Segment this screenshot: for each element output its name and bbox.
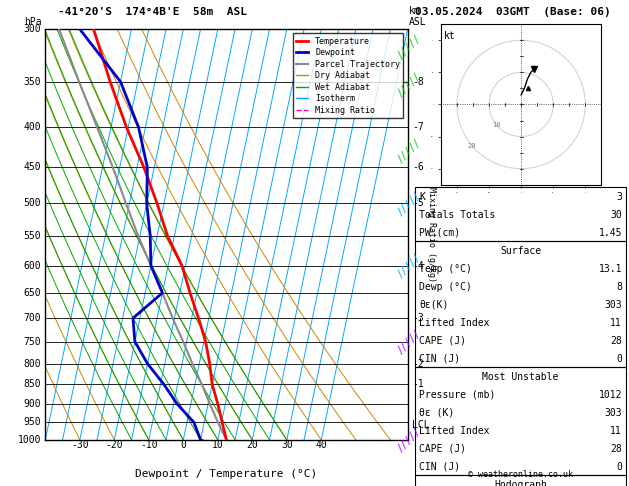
Text: Surface: Surface bbox=[500, 246, 541, 256]
Text: 0: 0 bbox=[181, 440, 186, 450]
Text: /////: ///// bbox=[396, 33, 423, 61]
Text: 650: 650 bbox=[23, 288, 41, 298]
Text: -4: -4 bbox=[412, 260, 424, 271]
Text: 500: 500 bbox=[23, 198, 41, 208]
Text: 1000: 1000 bbox=[18, 435, 41, 445]
Text: Lifted Index: Lifted Index bbox=[419, 426, 489, 436]
Text: -6: -6 bbox=[412, 162, 424, 173]
Text: 550: 550 bbox=[23, 231, 41, 241]
Text: Dewp (°C): Dewp (°C) bbox=[419, 282, 472, 292]
Text: 13.1: 13.1 bbox=[599, 264, 622, 274]
Text: -2: -2 bbox=[412, 359, 424, 369]
Text: Temp (°C): Temp (°C) bbox=[419, 264, 472, 274]
Text: -41°20'S  174°4B'E  58m  ASL: -41°20'S 174°4B'E 58m ASL bbox=[58, 7, 247, 17]
Text: CIN (J): CIN (J) bbox=[419, 462, 460, 472]
Text: 0: 0 bbox=[616, 462, 622, 472]
Text: 11: 11 bbox=[610, 426, 622, 436]
Text: 30: 30 bbox=[610, 210, 622, 220]
Text: 900: 900 bbox=[23, 399, 41, 409]
Text: 11: 11 bbox=[610, 318, 622, 328]
Text: 303: 303 bbox=[604, 408, 622, 418]
Text: 10: 10 bbox=[212, 440, 224, 450]
Text: © weatheronline.co.uk: © weatheronline.co.uk bbox=[468, 469, 573, 479]
Text: /////: ///// bbox=[396, 190, 423, 217]
Text: kt: kt bbox=[444, 31, 456, 41]
Text: -1: -1 bbox=[412, 380, 424, 389]
Text: 28: 28 bbox=[610, 444, 622, 454]
Text: 3: 3 bbox=[616, 192, 622, 202]
Text: 30: 30 bbox=[281, 440, 292, 450]
Text: K: K bbox=[419, 192, 425, 202]
Text: -30: -30 bbox=[71, 440, 89, 450]
Text: -7: -7 bbox=[412, 122, 424, 132]
Text: 700: 700 bbox=[23, 313, 41, 323]
Text: 800: 800 bbox=[23, 359, 41, 369]
Text: CIN (J): CIN (J) bbox=[419, 354, 460, 364]
Text: Lifted Index: Lifted Index bbox=[419, 318, 489, 328]
Text: CAPE (J): CAPE (J) bbox=[419, 444, 466, 454]
Text: /////: ///// bbox=[396, 426, 423, 454]
Text: 1.45: 1.45 bbox=[599, 228, 622, 238]
Text: -5: -5 bbox=[412, 198, 424, 208]
Text: km
ASL: km ASL bbox=[409, 6, 426, 27]
Text: LCL: LCL bbox=[412, 420, 430, 430]
Text: /////: ///// bbox=[396, 70, 423, 99]
Text: hPa: hPa bbox=[25, 17, 42, 27]
Text: 10: 10 bbox=[493, 122, 501, 128]
Text: -3: -3 bbox=[412, 313, 424, 323]
Text: Pressure (mb): Pressure (mb) bbox=[419, 390, 495, 400]
Legend: Temperature, Dewpoint, Parcel Trajectory, Dry Adiabat, Wet Adiabat, Isotherm, Mi: Temperature, Dewpoint, Parcel Trajectory… bbox=[292, 34, 403, 118]
Text: -8: -8 bbox=[412, 77, 424, 87]
Text: 400: 400 bbox=[23, 122, 41, 132]
Text: /////: ///// bbox=[396, 252, 423, 279]
Text: 850: 850 bbox=[23, 380, 41, 389]
Text: Mixing Ratio (g/kg): Mixing Ratio (g/kg) bbox=[427, 187, 436, 282]
Text: 03.05.2024  03GMT  (Base: 06): 03.05.2024 03GMT (Base: 06) bbox=[415, 7, 611, 17]
Text: -10: -10 bbox=[140, 440, 158, 450]
Text: 8: 8 bbox=[616, 282, 622, 292]
Text: /////: ///// bbox=[396, 137, 423, 165]
Text: 40: 40 bbox=[316, 440, 327, 450]
Text: θε(K): θε(K) bbox=[419, 300, 448, 310]
Text: Totals Totals: Totals Totals bbox=[419, 210, 495, 220]
Text: 20: 20 bbox=[468, 143, 476, 149]
Text: /////: ///// bbox=[396, 328, 423, 356]
Text: -20: -20 bbox=[106, 440, 123, 450]
Text: 350: 350 bbox=[23, 77, 41, 87]
Text: 0: 0 bbox=[616, 354, 622, 364]
Text: 20: 20 bbox=[247, 440, 258, 450]
Text: 600: 600 bbox=[23, 260, 41, 271]
Text: Hodograph: Hodograph bbox=[494, 480, 547, 486]
Text: CAPE (J): CAPE (J) bbox=[419, 336, 466, 346]
Text: 1012: 1012 bbox=[599, 390, 622, 400]
Text: Dewpoint / Temperature (°C): Dewpoint / Temperature (°C) bbox=[135, 469, 318, 479]
Text: 300: 300 bbox=[23, 24, 41, 34]
Text: θε (K): θε (K) bbox=[419, 408, 454, 418]
Text: Most Unstable: Most Unstable bbox=[482, 372, 559, 382]
Text: 303: 303 bbox=[604, 300, 622, 310]
Text: 950: 950 bbox=[23, 417, 41, 427]
Text: PW (cm): PW (cm) bbox=[419, 228, 460, 238]
Text: 450: 450 bbox=[23, 162, 41, 173]
Text: 750: 750 bbox=[23, 337, 41, 347]
Text: 28: 28 bbox=[610, 336, 622, 346]
